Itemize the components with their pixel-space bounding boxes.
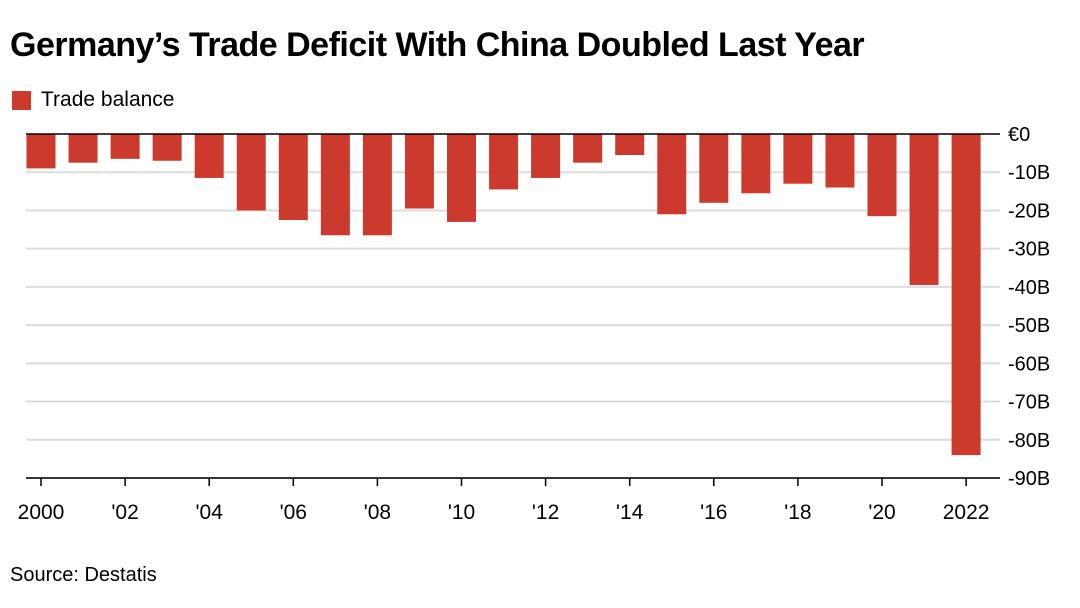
x-tick-label: '18 xyxy=(784,501,811,524)
y-tick-label: -40B xyxy=(1008,277,1050,299)
x-tick-label: '12 xyxy=(532,501,559,524)
y-tick-label: -70B xyxy=(1008,392,1050,414)
bar-2008 xyxy=(362,134,392,236)
bar-2020 xyxy=(867,134,897,217)
y-tick-label: -20B xyxy=(1008,200,1050,222)
legend-swatch xyxy=(12,90,31,110)
source-note: Source: Destatis xyxy=(10,564,157,586)
bar-2003 xyxy=(152,134,182,161)
bar-2017 xyxy=(741,134,771,194)
bar-2018 xyxy=(783,134,813,184)
bar-2015 xyxy=(657,134,687,215)
bar-2005 xyxy=(236,134,266,211)
bar-2006 xyxy=(278,134,308,220)
y-tick-label: -30B xyxy=(1008,239,1050,261)
x-tick-label: '20 xyxy=(868,501,895,524)
bar-2000 xyxy=(26,134,56,169)
bar-2022 xyxy=(951,134,981,456)
y-tick-label: -90B xyxy=(1008,468,1050,490)
bar-2013 xyxy=(573,134,603,163)
x-tick-label: '16 xyxy=(700,501,727,524)
y-tick-label: -80B xyxy=(1008,430,1050,452)
chart-title: Germany’s Trade Deficit With China Doubl… xyxy=(10,26,865,64)
x-tick-label: '06 xyxy=(280,501,307,524)
bar-2019 xyxy=(825,134,855,188)
legend: Trade balance xyxy=(12,88,174,112)
y-tick-label: -10B xyxy=(1008,162,1050,184)
x-tick-label: '04 xyxy=(196,501,224,524)
bar-2012 xyxy=(531,134,561,178)
x-tick-label: 2022 xyxy=(943,501,990,524)
y-tick-label: €0 xyxy=(1008,124,1030,146)
x-tick-label: '10 xyxy=(448,501,475,524)
y-tick-label: -60B xyxy=(1008,353,1050,375)
x-tick-label: '08 xyxy=(364,501,391,524)
bar-chart: €0 -10B -20B -30B -40B -50B -60B -70B -80B -90B 20… xyxy=(18,124,1051,524)
bar-2011 xyxy=(489,134,519,190)
bar-2002 xyxy=(110,134,140,159)
y-tick-label: -50B xyxy=(1008,315,1050,337)
x-tick-label: 2000 xyxy=(18,501,65,524)
x-tick-label: '02 xyxy=(111,501,138,524)
bar-2004 xyxy=(194,134,224,178)
legend-label-trade-balance: Trade balance xyxy=(41,88,175,111)
bar-2009 xyxy=(404,134,434,209)
bar-2010 xyxy=(447,134,476,222)
x-tick-label: '14 xyxy=(616,501,644,524)
bar-2007 xyxy=(320,134,350,236)
bar-2014 xyxy=(615,134,645,156)
bar-2021 xyxy=(909,134,939,285)
bar-2001 xyxy=(68,134,98,163)
bar-2016 xyxy=(699,134,729,203)
